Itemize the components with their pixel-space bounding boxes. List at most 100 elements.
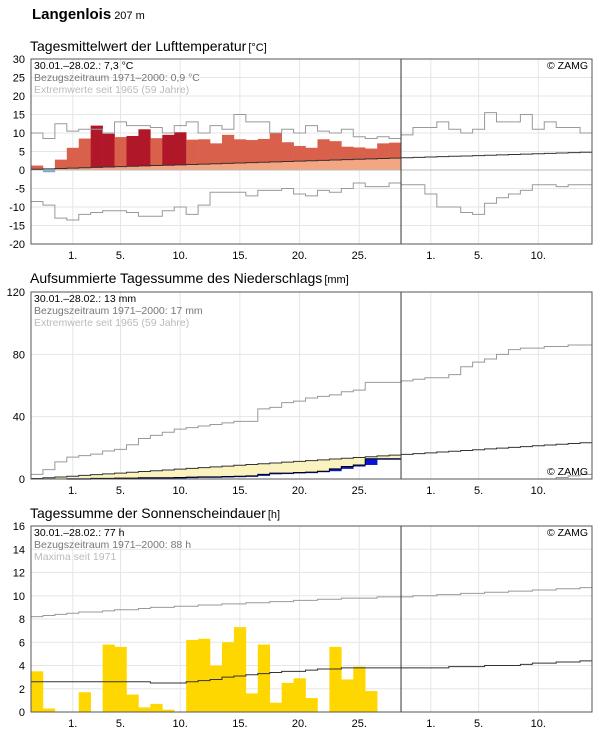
precipitation-band [186, 468, 199, 478]
precipitation-band [269, 462, 282, 474]
x-tick-label: 5. [474, 250, 483, 262]
precipitation-band [162, 469, 175, 478]
precipitation-unit: [mm] [324, 274, 349, 286]
station-name: Langenlois [32, 6, 112, 23]
x-tick-label: 25. [352, 718, 367, 729]
normal-line [31, 151, 592, 170]
x-tick-label: 5. [116, 718, 125, 729]
temperature-base-bar [90, 167, 103, 170]
x-tick-label: 20. [292, 485, 307, 497]
temperature-anomaly-bar [353, 147, 366, 160]
sunshine-bar [329, 646, 342, 712]
precipitation-band [305, 460, 318, 473]
temperature-base-bar [365, 158, 378, 170]
temperature-anomaly-bar [54, 159, 68, 169]
info-line-2: Extremwerte seit 1965 (59 Jahre) [34, 317, 189, 329]
temperature-base-bar [162, 165, 175, 170]
y-tick-label: 40 [13, 412, 25, 424]
precipitation-bar [329, 468, 342, 472]
temperature-base-bar [269, 161, 282, 170]
sunshine-bar [186, 639, 199, 712]
normal-line [31, 660, 592, 684]
temperature-anomaly-bar [114, 137, 127, 167]
info-line-2: Extremwerte seit 1965 (59 Jahre) [34, 84, 189, 96]
temperature-anomaly-bar [269, 133, 282, 162]
sunshine-bar [150, 703, 163, 712]
x-tick-label: 1. [68, 250, 77, 262]
info-line-1: Bezugszeitraum 1971–2000: 88 h [34, 539, 191, 551]
info-line-1: Bezugszeitraum 1971–2000: 17 mm [34, 305, 203, 317]
sunshine-bar [353, 666, 366, 712]
plot-frame [30, 525, 593, 713]
x-tick-label: 10. [531, 250, 546, 262]
sunshine-bar [269, 702, 282, 712]
temperature-anomaly-bar [198, 139, 211, 165]
temperature-base-bar [329, 160, 342, 170]
sunshine-bar [42, 708, 56, 712]
precipitation-band [389, 455, 402, 459]
temperature-unit: [°C] [248, 42, 267, 54]
y-tick-label: 120 [7, 287, 25, 299]
temperature-anomaly-bar [174, 132, 187, 165]
y-tick-label: -15 [9, 221, 25, 233]
x-tick-label: 15. [232, 718, 247, 729]
normal-line [31, 442, 592, 480]
x-tick-label: 15. [232, 250, 247, 262]
y-tick-label: 5 [19, 147, 25, 159]
zamg-watermark: © ZAMG [547, 60, 588, 72]
sunshine-bar [233, 627, 247, 712]
chart-panel-2: 0 2 4 6 8 10 12 14 16 1. 5. 10. 15. 20. 25. 1. 5. 10. 30.0… [13, 521, 593, 729]
precipitation-bar [365, 458, 378, 465]
info-line-0: 30.01.–28.02.: 13 mm [34, 293, 136, 305]
sunshine-title: Tagessumme der Sonnenscheindauer [30, 505, 266, 521]
temperature-anomaly-bar [31, 165, 44, 170]
temperature-anomaly-bar [281, 142, 294, 162]
precipitation-band [126, 472, 139, 479]
y-tick-label: 14 [13, 544, 25, 556]
extreme-max-line [31, 344, 592, 475]
x-tick-label: 10. [531, 718, 546, 729]
temperature-anomaly-bar [257, 138, 271, 163]
precipitation-band [365, 456, 378, 459]
precipitation-band [281, 462, 294, 474]
sunshine-bar [257, 644, 271, 712]
precipitation-band [245, 464, 259, 476]
chart-panel-1: 0 40 80 120 1. 5. 10. 15. 20. 25. 1. 5. 10. 30.01.–28… [7, 287, 593, 497]
y-tick-label: 15 [13, 110, 25, 122]
sunshine-bar [341, 679, 354, 712]
extreme-min-line [31, 182, 592, 221]
extreme-max-line [31, 587, 592, 618]
zamg-watermark: © ZAMG [547, 527, 588, 539]
precipitation-band [353, 457, 366, 465]
y-tick-label: 20 [13, 91, 25, 103]
temperature-title: Tagesmittelwert der Lufttemperatur [30, 38, 247, 54]
x-tick-label: 1. [426, 250, 435, 262]
precipitation-band [54, 476, 68, 479]
temperature-anomaly-bar [186, 139, 199, 165]
temperature-base-bar [377, 158, 390, 170]
y-tick-label: 10 [13, 128, 25, 140]
y-tick-label: -20 [9, 239, 25, 251]
y-tick-label: 10 [13, 591, 25, 603]
x-tick-label: 20. [292, 250, 307, 262]
temperature-anomaly-bar [389, 142, 402, 159]
x-tick-label: 1. [68, 485, 77, 497]
sunshine-bar [102, 644, 115, 712]
x-tick-label: 5. [474, 718, 483, 729]
temperature-anomaly-bar [233, 139, 247, 163]
panel-title-temperature: Tagesmittelwert der Lufttemperatur [°C] [30, 38, 267, 54]
y-tick-label: 0 [19, 474, 25, 486]
temperature-anomaly-bar [365, 148, 378, 159]
station-elevation: 207 m [114, 10, 145, 22]
x-tick-label: 20. [292, 718, 307, 729]
precipitation-band [90, 474, 103, 479]
y-tick-label: 2 [19, 684, 25, 696]
temperature-anomaly-bar [102, 133, 115, 168]
temperature-base-bar [54, 168, 68, 170]
x-tick-label: 10. [173, 485, 188, 497]
precipitation-band [317, 459, 330, 472]
sunshine-bar [114, 646, 127, 712]
precipitation-band [42, 477, 56, 479]
precipitation-title: Aufsummierte Tagessumme des Niederschlag… [30, 270, 323, 286]
